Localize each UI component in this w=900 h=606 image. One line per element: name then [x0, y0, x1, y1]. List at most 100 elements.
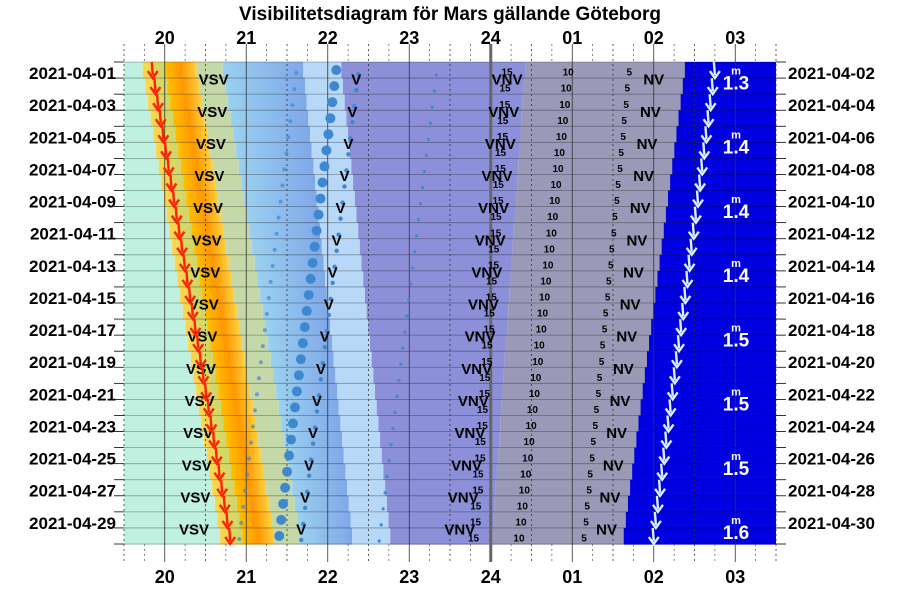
- altitude-label: 15: [477, 405, 489, 416]
- dusk-band: [252, 399, 279, 417]
- mars-dot: [389, 442, 393, 447]
- mars-dot: [260, 344, 265, 349]
- hour-label-bottom: 02: [644, 567, 664, 587]
- mars-set-band: [627, 495, 776, 513]
- sunset-arrow-head: [160, 150, 173, 161]
- sunset-arrow-head: [218, 504, 231, 514]
- sunset-arrow: [185, 270, 189, 284]
- nautical-twilight-band: [252, 238, 322, 256]
- sunset-arrow-head: [192, 343, 205, 354]
- sunset-glow: [180, 286, 203, 304]
- sunset-arrow: [219, 479, 224, 493]
- sunset-glow: [158, 158, 181, 176]
- low-altitude-band: [510, 270, 696, 288]
- sunset-glow: [190, 351, 213, 368]
- visible-period-band: [390, 527, 493, 545]
- altitude-label: 15: [497, 132, 509, 143]
- low-altitude-band: [500, 415, 668, 433]
- altitude-label: 15: [486, 276, 498, 287]
- day-band: [124, 270, 178, 288]
- direction-label: VNV: [492, 72, 523, 89]
- direction-label: VSV: [182, 457, 212, 474]
- altitude-label: 5: [608, 260, 614, 271]
- visible-period-band: [342, 78, 524, 95]
- altitude-label: 10: [542, 260, 554, 271]
- direction-label: NV: [623, 264, 644, 281]
- sunset-arrow-head: [173, 231, 186, 241]
- altitude-label: 5: [605, 293, 611, 304]
- low-altitude-band: [522, 94, 730, 111]
- sunset-arrow: [203, 383, 208, 397]
- altitude-label: 15: [482, 341, 494, 352]
- direction-label: V: [332, 232, 342, 249]
- mars-dot: [299, 322, 310, 333]
- date-label-left: 2021-04-07: [29, 160, 116, 179]
- visible-period-band: [356, 206, 515, 224]
- magnitude-label: 1.6m: [723, 515, 749, 544]
- magnitude-label: 1.5m: [723, 451, 750, 480]
- date-label-right: 2021-04-26: [788, 450, 875, 469]
- mars-dot: [387, 459, 391, 463]
- hour-label-top: 22: [318, 28, 338, 48]
- mars-dot: [328, 296, 333, 302]
- altitude-label: 5: [587, 469, 593, 480]
- sunset-arrow-head: [213, 472, 226, 482]
- mars-set-arrow: [708, 94, 712, 108]
- sunset-arrow: [174, 206, 178, 220]
- nautical-twilight-band: [276, 383, 338, 400]
- mars-set-band: [636, 431, 776, 449]
- direction-label: VNV: [488, 104, 519, 121]
- low-altitude-band: [501, 399, 671, 417]
- mars-dot: [322, 344, 328, 350]
- altitude-label: 10: [522, 453, 534, 464]
- low-altitude-band: [508, 303, 689, 320]
- direction-label: V: [336, 200, 346, 217]
- mars-dot: [327, 97, 338, 108]
- direction-label: NV: [613, 361, 634, 378]
- mars-set-band: [663, 222, 776, 240]
- mars-set-arrow: [687, 254, 691, 268]
- mars-set-arrow-head: [706, 86, 719, 97]
- mars-dot: [292, 87, 297, 92]
- sunset-glow: [206, 447, 229, 465]
- mars-set-band: [630, 479, 776, 497]
- mars-set-band: [674, 142, 776, 159]
- twilight-light-band: [343, 447, 382, 465]
- direction-label: V: [347, 104, 357, 121]
- mars-dot: [276, 514, 287, 525]
- mars-dot: [407, 298, 411, 302]
- nautical-twilight-band: [249, 222, 321, 240]
- mars-dot: [324, 328, 329, 334]
- date-label-left: 2021-04-29: [29, 514, 116, 533]
- direction-label: VNV: [482, 168, 513, 185]
- altitude-label: 10: [559, 100, 571, 111]
- sunset-arrow: [209, 415, 213, 429]
- date-label-left: 2021-04-11: [30, 225, 116, 244]
- altitude-label: 10: [556, 132, 568, 143]
- mars-set-arrow-head: [700, 134, 713, 145]
- mars-set-arrow-head: [679, 295, 692, 306]
- altitude-label: 15: [495, 148, 507, 159]
- mars-set-band: [640, 399, 776, 417]
- mars-set-band: [623, 527, 776, 545]
- nautical-twilight-band: [236, 142, 312, 159]
- altitude-label: 15: [499, 84, 511, 95]
- axes-labels: 20 20 21 21 22 22 23 23 24 24 01 01 02 02 03 03 2021-04-…: [29, 28, 875, 587]
- sunset-arrow: [171, 190, 176, 204]
- mars-dot: [291, 386, 302, 397]
- mars-dot: [383, 491, 387, 495]
- sunset-glow: [220, 527, 243, 545]
- sunset-arrow-head: [181, 279, 194, 289]
- twilight-light-band: [320, 222, 359, 240]
- mars-dot: [411, 266, 415, 270]
- magnitude-value: 1.6: [723, 523, 749, 544]
- nautical-twilight-band: [289, 463, 346, 481]
- civil-twilight-band: [196, 254, 229, 272]
- altitude-label: 10: [549, 196, 561, 207]
- altitude-label: 15: [490, 212, 502, 223]
- direction-label: VSV: [180, 489, 210, 506]
- mars-set-arrow-head: [683, 263, 696, 273]
- direction-label: VNV: [478, 200, 509, 217]
- sunset-glow: [156, 142, 179, 159]
- mars-dot: [422, 169, 427, 174]
